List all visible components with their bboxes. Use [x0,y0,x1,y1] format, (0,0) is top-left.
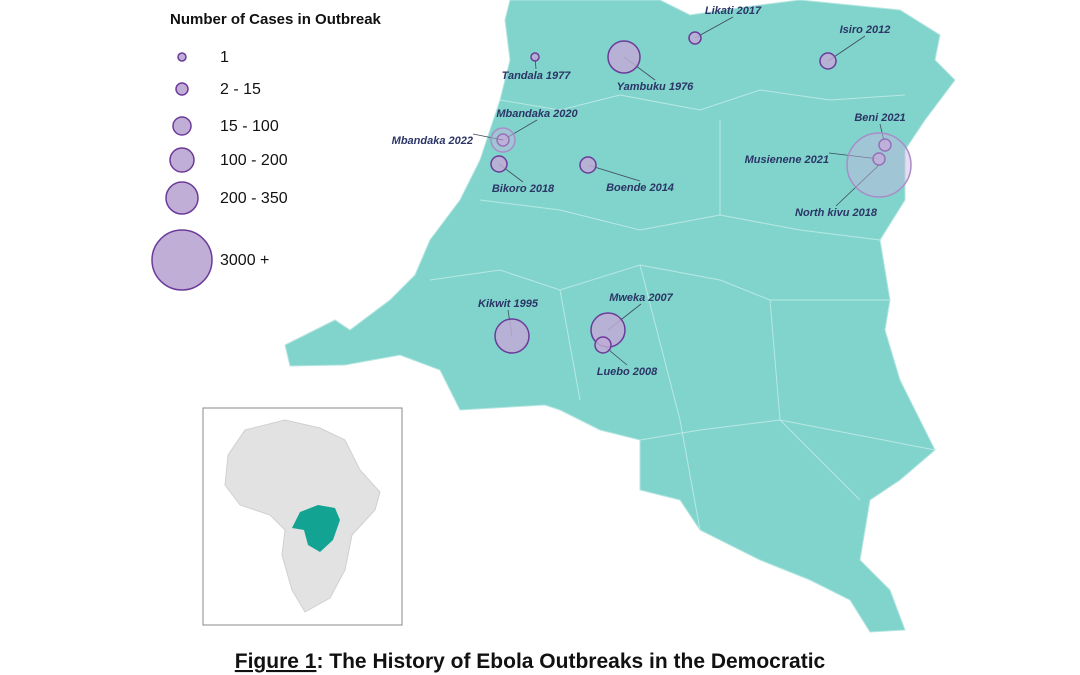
outbreak-marker [530,52,540,62]
leader-line [694,16,734,39]
outbreak-label: Boende 2014 [606,182,674,194]
legend-title: Number of Cases in Outbreak [170,11,382,28]
outbreak-label: Mbandaka 2020 [496,108,578,120]
outbreak-label: Luebo 2008 [597,366,658,378]
outbreak-label: Mweka 2007 [609,292,673,304]
legend-label: 200 - 350 [220,190,288,207]
legend-label: 3000 + [220,252,269,269]
outbreak-marker [490,127,516,153]
outbreak-label: Bikoro 2018 [492,183,555,195]
caption-label: Figure 1 [235,650,317,673]
legend-label: 15 - 100 [220,118,279,135]
outbreak-label: Beni 2021 [854,112,905,124]
outbreak-marker [579,156,597,174]
outbreak-label: Tandala 1977 [502,70,572,82]
legend-label: 2 - 15 [220,81,261,98]
leader-line [835,164,880,207]
outbreak-label: North kivu 2018 [795,207,878,219]
outbreak-label: Likati 2017 [705,5,762,17]
outbreak-marker [846,132,912,198]
drc-country [284,0,956,633]
province-borders [429,89,936,531]
legend-symbol [151,229,213,291]
legend-symbol [175,82,189,96]
caption-text: : The History of Ebola Outbreaks in the … [316,650,825,673]
outbreak-marker [607,40,641,74]
caption: Figure 1: The History of Ebola Outbreaks… [235,650,826,673]
legend-label: 1 [220,49,229,66]
outbreak-label: Kikwit 1995 [478,298,539,310]
inset-map [202,407,403,626]
outbreak-label: Yambuku 1976 [617,81,695,93]
legend-label: 100 - 200 [220,152,288,169]
leader-line [472,133,504,141]
legend-symbol [177,52,187,62]
leader-line [828,152,880,160]
outbreak-label: Musienene 2021 [745,154,829,166]
legend: 1 2 - 15 15 - 100 100 - 200 200 - 350 3000 + [151,49,288,291]
inset-drc [292,505,340,552]
outbreak-label: Isiro 2012 [840,24,891,36]
outbreak-marker [819,52,837,70]
outbreak-marker [878,138,892,152]
legend-symbol [172,116,192,136]
legend-symbol [169,147,195,173]
outbreak-marker [490,155,508,173]
outbreak-marker [494,318,530,354]
outbreaks: Likati 2017 Isiro 2012 Tandala 1977 Yambuku… [392,5,912,378]
leader-line [587,164,641,182]
legend-symbol [165,181,199,215]
outbreak-marker [594,336,612,354]
outbreak-label: Mbandaka 2022 [392,135,473,147]
outbreak-marker [688,31,702,45]
